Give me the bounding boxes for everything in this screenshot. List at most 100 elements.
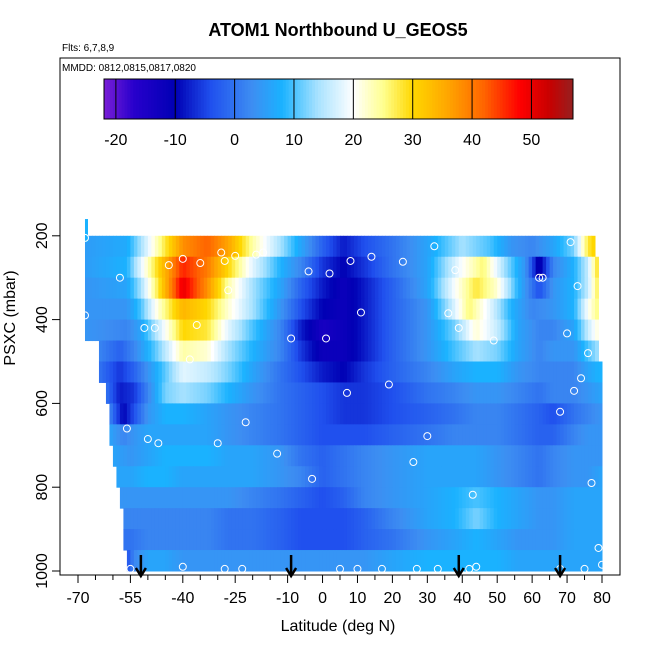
heatmap-cell <box>364 403 369 425</box>
heatmap-cell <box>518 298 523 321</box>
heatmap-cell <box>563 487 568 509</box>
heatmap-cell <box>360 529 365 551</box>
heatmap-cell <box>546 277 551 300</box>
heatmap-cell <box>458 361 463 383</box>
heatmap-cell <box>434 319 439 342</box>
heatmap-cell <box>581 361 586 383</box>
heatmap-cell <box>402 487 407 509</box>
heatmap-cell <box>301 466 306 488</box>
heatmap-cell <box>560 340 565 362</box>
heatmap-cell <box>273 424 278 446</box>
heatmap-cell <box>235 487 240 509</box>
heatmap-cell <box>151 508 156 530</box>
heatmap-cell <box>563 298 568 321</box>
heatmap-cell <box>374 466 379 488</box>
colorbar-segment <box>230 79 234 119</box>
heatmap-cell <box>409 403 414 425</box>
heatmap-cell <box>259 445 264 467</box>
heatmap-cell <box>140 319 145 342</box>
heatmap-cell <box>497 529 502 551</box>
heatmap-cell <box>116 256 121 279</box>
heatmap-cell <box>371 403 376 425</box>
heatmap-cell <box>112 340 117 362</box>
heatmap-cell <box>563 361 568 383</box>
heatmap-cell <box>308 529 313 551</box>
heatmap-cell <box>434 550 439 572</box>
heatmap-cell <box>186 298 191 321</box>
heatmap-cell <box>140 277 145 300</box>
heatmap-cell <box>532 382 537 404</box>
heatmap-cell <box>399 319 404 342</box>
heatmap-cell <box>165 256 170 279</box>
heatmap-cell <box>116 298 121 321</box>
heatmap-cell <box>193 550 198 572</box>
heatmap-cell <box>416 340 421 362</box>
heatmap-cell <box>535 466 540 488</box>
heatmap-cell <box>98 256 103 279</box>
heatmap-cell <box>333 529 337 551</box>
heatmap-cell <box>154 340 159 362</box>
heatmap-cell <box>549 382 554 404</box>
heatmap-cell <box>350 529 355 551</box>
heatmap-cell <box>591 487 596 509</box>
heatmap-cell <box>521 382 526 404</box>
y-tick-label: 1000 <box>34 553 51 589</box>
heatmap-cell <box>514 403 519 425</box>
heatmap-cell <box>357 235 362 258</box>
heatmap-cell <box>151 529 156 551</box>
heatmap-cell <box>109 424 114 446</box>
colorbar-segment <box>247 79 251 119</box>
heatmap-cell <box>315 340 320 362</box>
heatmap-cell <box>207 466 212 488</box>
heatmap-cell <box>472 529 477 551</box>
heatmap-cell <box>577 466 582 488</box>
observation-point <box>538 273 547 282</box>
heatmap-cell <box>270 529 275 551</box>
heatmap-cell <box>455 487 460 509</box>
heatmap-cell <box>130 256 135 279</box>
colorbar-segment <box>441 79 445 119</box>
heatmap-cell <box>287 298 292 321</box>
heatmap-cell <box>465 277 470 300</box>
heatmap-cell <box>434 487 439 509</box>
heatmap-cell <box>437 466 442 488</box>
heatmap-cell <box>102 319 107 342</box>
heatmap-cell <box>357 550 362 572</box>
heatmap-cell <box>567 403 572 425</box>
observation-point <box>367 252 376 261</box>
heatmap-cell <box>284 235 289 258</box>
heatmap-cell <box>409 382 414 404</box>
heatmap-cell <box>109 319 114 342</box>
heatmap-cell <box>591 424 596 446</box>
heatmap-cell <box>140 529 145 551</box>
heatmap-cell <box>322 466 327 488</box>
heatmap-cell <box>560 319 565 342</box>
heatmap-cell <box>353 529 358 551</box>
heatmap-cell <box>567 487 572 509</box>
heatmap-cell <box>434 256 439 279</box>
observation-point <box>433 564 442 573</box>
heatmap-cell <box>399 298 404 321</box>
heatmap-cell <box>256 445 261 467</box>
heatmap-cell <box>165 319 170 342</box>
heatmap-cell <box>203 256 208 279</box>
heatmap-cell <box>252 550 257 572</box>
heatmap-cell <box>364 340 369 362</box>
heatmap-cell <box>343 361 348 383</box>
heatmap-cell <box>119 361 124 383</box>
heatmap-cell <box>172 445 177 467</box>
colorbar-segment <box>177 79 181 119</box>
heatmap-cell <box>521 256 526 279</box>
heatmap-cell <box>270 277 275 300</box>
heatmap-cell <box>507 403 512 425</box>
heatmap-cell <box>521 424 526 446</box>
heatmap-cell <box>584 319 589 342</box>
heatmap-cell <box>175 487 180 509</box>
heatmap-cell <box>252 487 257 509</box>
heatmap-cell <box>455 550 460 572</box>
heatmap-cell <box>207 550 212 572</box>
heatmap-cell <box>214 298 219 321</box>
heatmap-cell <box>413 466 418 488</box>
heatmap-cell <box>406 403 411 425</box>
heatmap-cell <box>154 277 159 300</box>
